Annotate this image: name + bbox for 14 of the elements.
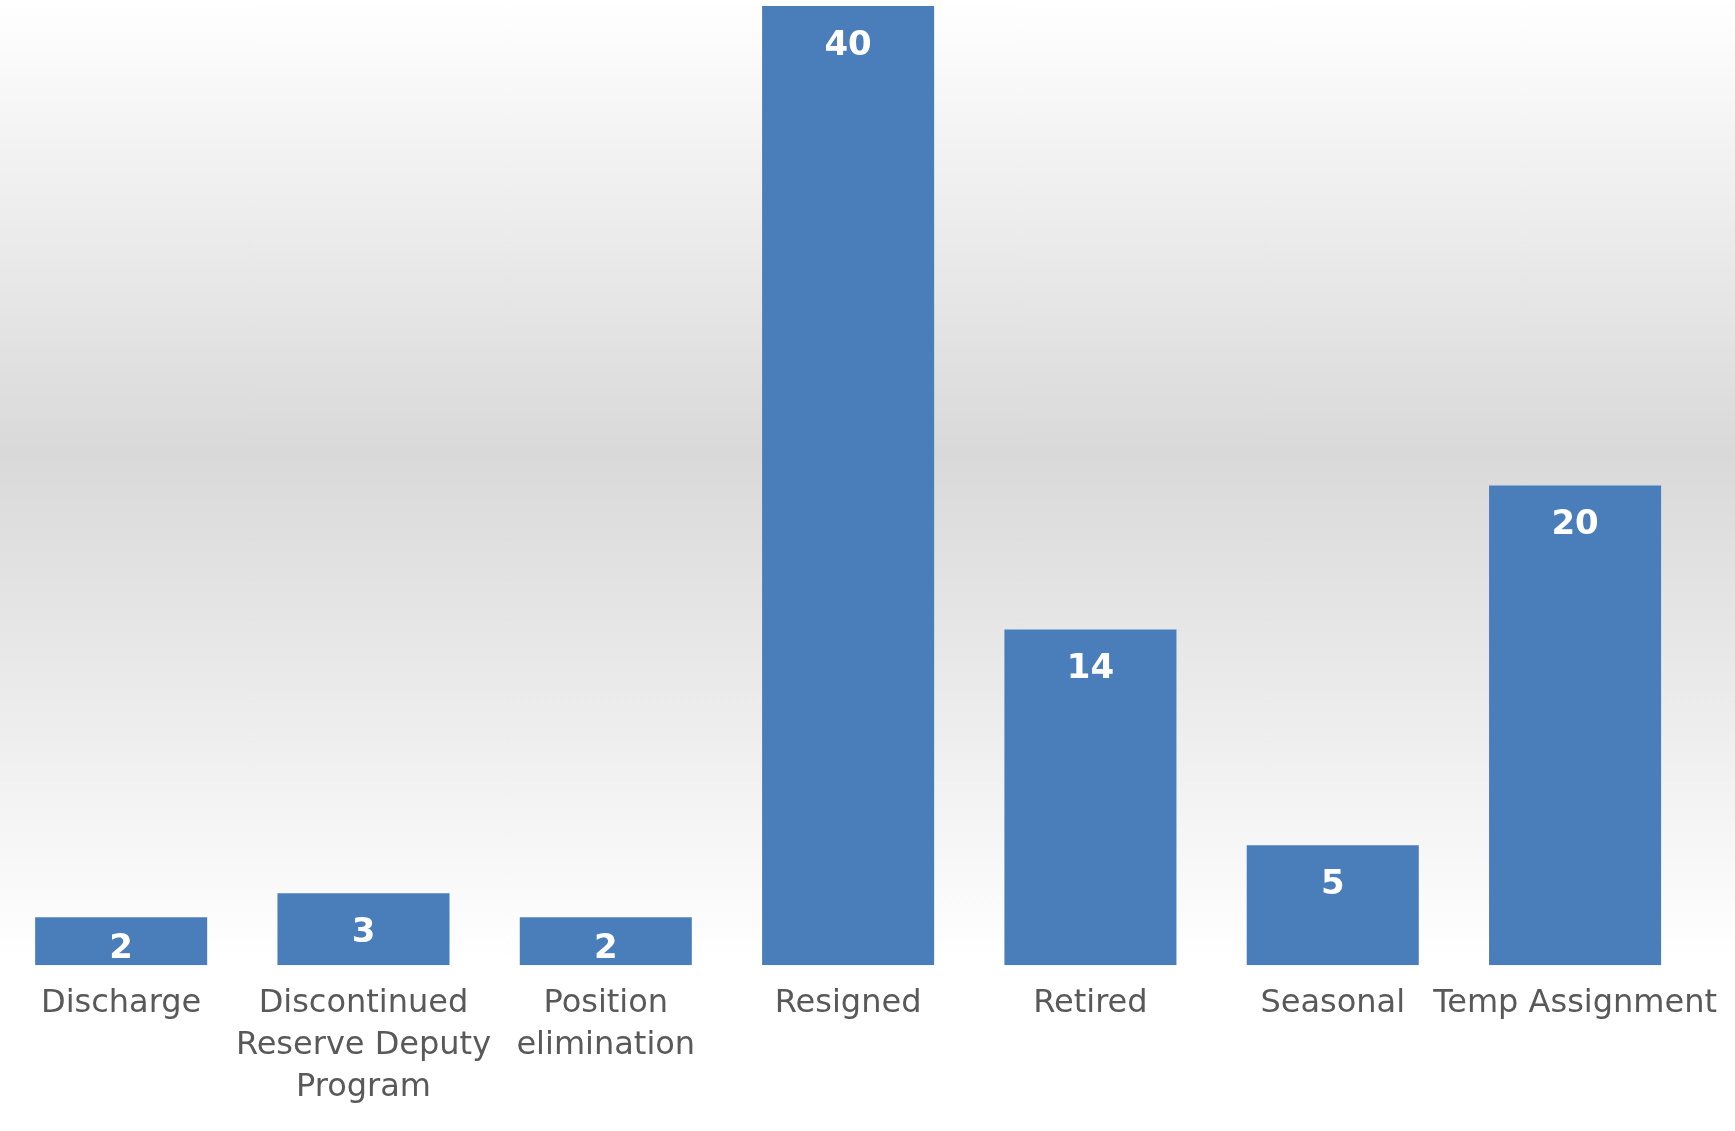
x-tick-label: Seasonal [1260, 982, 1406, 1021]
x-tick-label: Position elimination [516, 982, 696, 1062]
x-tick-label: Temp Assignment [1432, 982, 1717, 1021]
data-label: 2 [109, 926, 133, 967]
data-label: 3 [351, 910, 376, 951]
x-tick-label: Resigned [774, 982, 922, 1021]
data-label: 14 [1066, 646, 1115, 687]
x-tick-label: Discharge [41, 982, 202, 1021]
data-label: 2 [593, 926, 618, 967]
data-label: 40 [824, 22, 872, 63]
data-label: 20 [1551, 502, 1599, 543]
data-label: 5 [1320, 862, 1345, 903]
x-tick-label: Discontinued Reserve Deputy Program [235, 982, 492, 1104]
x-tick-label: Retired [1033, 982, 1148, 1021]
